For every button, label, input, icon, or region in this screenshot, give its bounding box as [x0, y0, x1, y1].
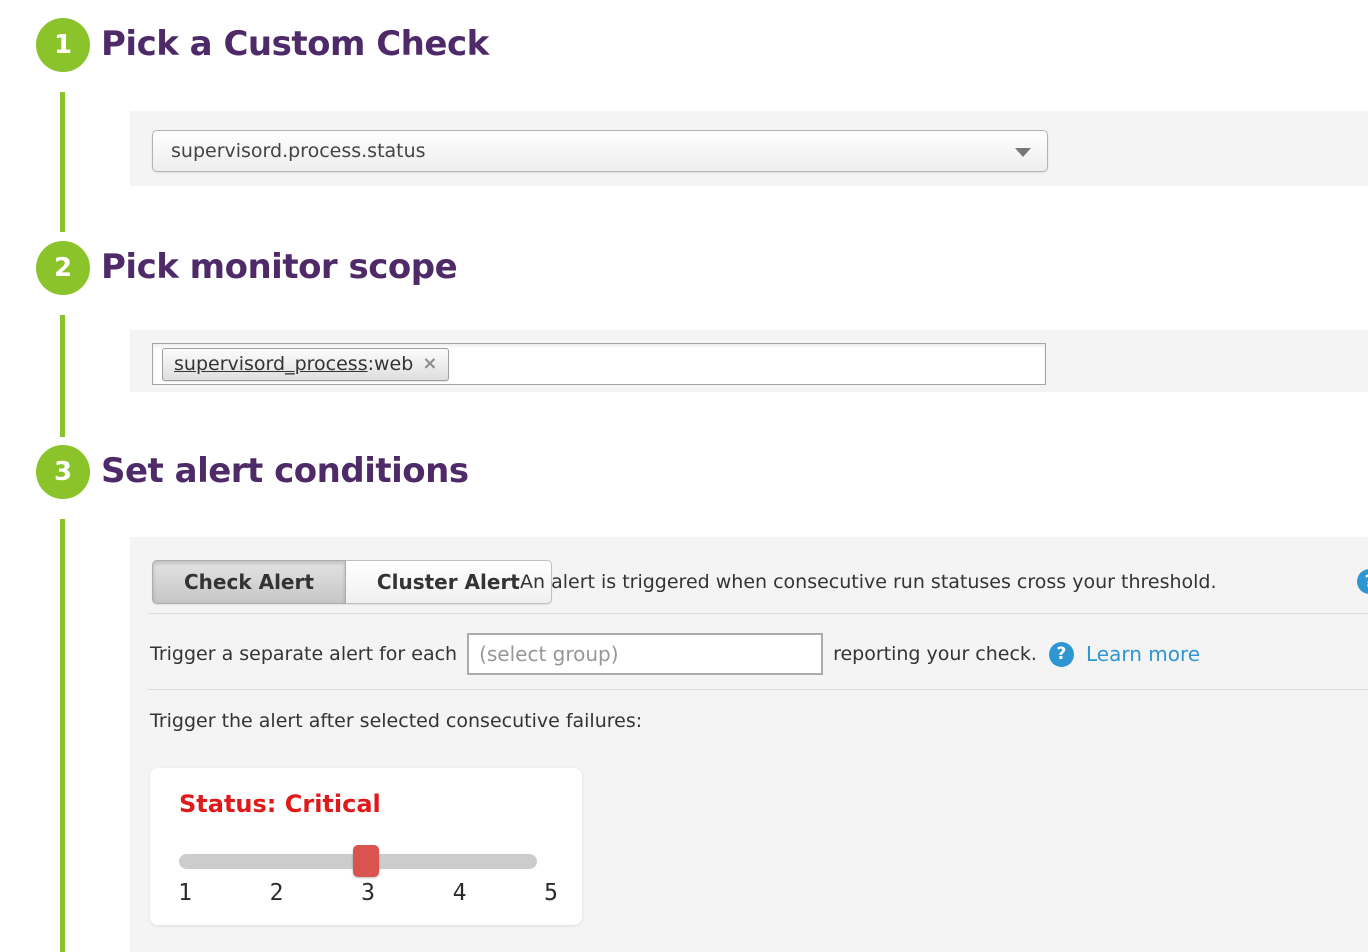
failures-slider-ticks: 1 2 3 4 5: [176, 880, 560, 906]
scope-tag[interactable]: supervisord_process:web ×: [162, 347, 450, 381]
step-1-number: 1: [53, 30, 73, 60]
dropdown-arrow-icon: [1015, 148, 1031, 157]
step-2-title: Pick monitor scope: [101, 247, 458, 287]
remove-tag-icon[interactable]: ×: [422, 353, 438, 374]
failure-threshold-card: Status: Critical 1 2 3 4 5: [150, 768, 582, 925]
step-3-number: 3: [53, 457, 73, 487]
status-critical-label: Status: Critical: [179, 790, 381, 818]
group-select-input[interactable]: [467, 633, 824, 675]
tick-label: 3: [361, 880, 375, 906]
step-2-number: 2: [53, 253, 73, 283]
tab-cluster-alert[interactable]: Cluster Alert: [345, 560, 552, 604]
consecutive-failures-label: Trigger the alert after selected consecu…: [150, 710, 643, 732]
separate-alert-label-after: reporting your check.: [833, 643, 1037, 665]
step-3-title: Set alert conditions: [101, 451, 469, 491]
failures-slider-handle[interactable]: [353, 845, 379, 877]
pick-check-panel: supervisord.process.status: [130, 111, 1368, 186]
alert-type-tabs: Check Alert Cluster Alert: [152, 560, 552, 604]
alert-threshold-caption: An alert is triggered when consecutive r…: [520, 571, 1217, 593]
monitor-scope-panel: supervisord_process:web ×: [130, 330, 1368, 392]
tick-label: 1: [178, 880, 192, 906]
scope-tag-value: :web: [367, 353, 414, 375]
tick-label: 4: [452, 880, 467, 906]
learn-more-link[interactable]: Learn more: [1085, 642, 1201, 666]
custom-check-dropdown-value: supervisord.process.status: [171, 140, 426, 162]
help-icon[interactable]: ?: [1048, 641, 1074, 667]
scope-tag-input[interactable]: supervisord_process:web ×: [152, 343, 1046, 385]
scope-tag-name: supervisord_process: [174, 353, 368, 375]
step-rail-segment: [60, 92, 65, 232]
divider: [148, 613, 1368, 614]
tick-label: 5: [544, 880, 558, 906]
step-2-badge: 2: [36, 241, 90, 295]
step-rail-segment: [60, 315, 65, 437]
separate-alert-label-before: Trigger a separate alert for each: [150, 643, 458, 665]
step-3-badge: 3: [36, 445, 90, 499]
separate-alert-row: Trigger a separate alert for each report…: [150, 632, 1200, 676]
help-icon[interactable]: ?: [1357, 569, 1368, 594]
step-rail-segment: [60, 519, 65, 952]
custom-check-dropdown[interactable]: supervisord.process.status: [152, 130, 1048, 172]
step-1-badge: 1: [36, 18, 90, 72]
tab-check-alert[interactable]: Check Alert: [152, 560, 346, 604]
divider: [148, 689, 1368, 690]
step-1-title: Pick a Custom Check: [101, 24, 489, 64]
tick-label: 2: [269, 880, 284, 906]
alert-conditions-panel: Check Alert Cluster Alert An alert is tr…: [130, 537, 1368, 952]
